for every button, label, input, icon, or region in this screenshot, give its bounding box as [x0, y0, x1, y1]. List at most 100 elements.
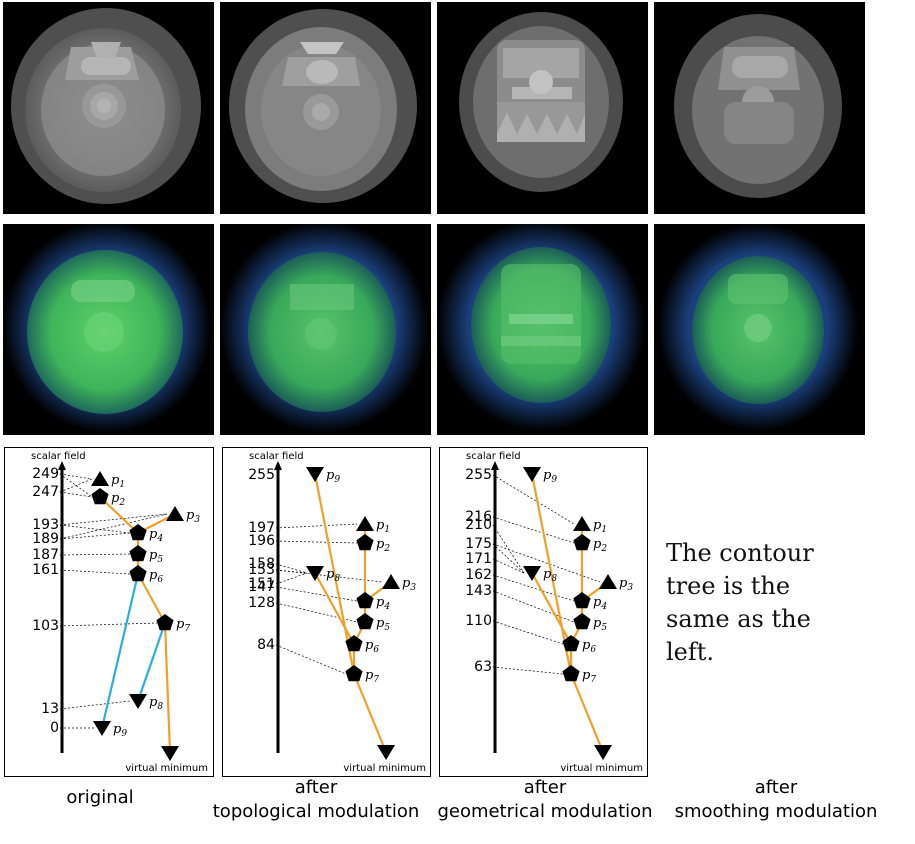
guide-line	[492, 666, 564, 675]
guide-line	[492, 590, 575, 623]
tick-label: 161	[32, 562, 59, 578]
node-label: p1	[593, 518, 607, 535]
node-p5	[129, 545, 147, 562]
guide-line	[492, 543, 601, 583]
grayscale-render-geometrical	[437, 2, 648, 214]
tick-label: 84	[257, 637, 275, 653]
node-p8	[523, 566, 541, 581]
guide-line	[59, 473, 93, 498]
tick-label: 197	[248, 520, 275, 536]
node-label: p6	[582, 638, 596, 655]
node-p2	[356, 534, 374, 551]
tick-label: 0	[50, 720, 59, 736]
guide-line	[492, 558, 525, 574]
node-label: p7	[365, 668, 379, 685]
guide-line	[275, 602, 358, 623]
node-p1	[91, 471, 109, 486]
axis-label: scalar field	[466, 451, 521, 462]
node-label: p4	[376, 595, 390, 612]
node-p1	[356, 516, 374, 531]
note-line: left.	[666, 638, 715, 666]
node-p4	[129, 524, 147, 541]
guide-line	[275, 586, 358, 602]
node-p2	[91, 488, 109, 505]
guide-line	[275, 572, 308, 585]
caption-line: geometrical modulation	[437, 801, 653, 822]
guide-line	[59, 478, 93, 493]
node-p7	[345, 665, 363, 682]
tick-label: 162	[465, 567, 492, 583]
caption-geometrical: after geometrical modulation	[432, 776, 658, 824]
node-label: p2	[376, 537, 390, 554]
node-p3	[166, 506, 184, 521]
guide-line	[492, 620, 564, 645]
node-label: p2	[111, 491, 125, 508]
tick-label: 143	[465, 583, 492, 599]
virtual-minimum-label: virtual minimum	[125, 763, 208, 774]
tick-label: 110	[465, 613, 492, 629]
tick-label: 158	[248, 556, 275, 572]
caption-smoothing: after smoothing modulation	[664, 776, 888, 824]
caption-line: smoothing modulation	[674, 801, 878, 822]
tick-label: 13	[41, 701, 59, 717]
tree-edge	[100, 573, 140, 729]
axis-arrow	[274, 461, 282, 470]
node-p9	[306, 467, 324, 482]
node-label: p8	[149, 695, 163, 712]
node-label: p9	[543, 468, 557, 485]
grayscale-render-topological	[220, 2, 431, 214]
node-label: p9	[326, 468, 340, 485]
contour-tree-original: scalar field virtual minimum 249 247 193 189 1…	[4, 447, 214, 777]
tick-label: 189	[32, 531, 59, 547]
guide-line	[59, 553, 131, 556]
guide-line	[275, 563, 308, 574]
axis-label: scalar field	[31, 451, 86, 462]
tick-label: 255	[248, 467, 275, 483]
caption-original: original	[0, 786, 200, 810]
node-label: p1	[376, 518, 390, 535]
tick-label: 175	[465, 536, 492, 552]
guide-line	[492, 524, 525, 574]
tick-label: 193	[32, 517, 59, 533]
node-label: p7	[582, 668, 596, 685]
node-p6	[562, 635, 580, 652]
node-virtual-minimum	[377, 745, 395, 760]
node-label: p4	[149, 527, 163, 544]
node-p8	[306, 566, 324, 581]
node-virtual-minimum	[161, 746, 179, 761]
guide-line	[59, 700, 131, 710]
guide-line	[492, 574, 575, 602]
node-p3	[382, 574, 400, 589]
node-p3	[599, 574, 617, 589]
caption-line: after	[523, 777, 567, 798]
node-label: p3	[186, 508, 200, 525]
caption-line: after	[294, 777, 338, 798]
caption-line: topological modulation	[212, 801, 420, 822]
node-p1	[573, 516, 591, 531]
node-label: p8	[543, 567, 557, 584]
tree-edge	[569, 673, 605, 753]
tick-label: 128	[248, 595, 275, 611]
node-p6	[129, 565, 147, 582]
guide-line	[59, 473, 93, 480]
node-label: p4	[593, 595, 607, 612]
caption-topological: after topological modulation	[206, 776, 426, 824]
tree-edge	[163, 622, 172, 754]
note-line: The contour	[666, 539, 814, 567]
node-p2	[573, 534, 591, 551]
node-label: p8	[326, 567, 340, 584]
node-label: p3	[619, 576, 633, 593]
tree-edge	[136, 622, 167, 702]
contour-tree-topological: scalar field virtual minimum 255 197 196 158 1…	[222, 447, 431, 777]
guide-line	[59, 524, 131, 534]
guide-line	[275, 644, 347, 675]
node-p4	[356, 592, 374, 609]
tick-label: 147	[248, 579, 275, 595]
tree-edge	[531, 572, 572, 645]
caption-line: original	[66, 787, 134, 808]
node-p6	[345, 635, 363, 652]
tree-edge	[314, 572, 355, 645]
node-label: p5	[593, 616, 607, 633]
tick-label: 63	[474, 659, 492, 675]
